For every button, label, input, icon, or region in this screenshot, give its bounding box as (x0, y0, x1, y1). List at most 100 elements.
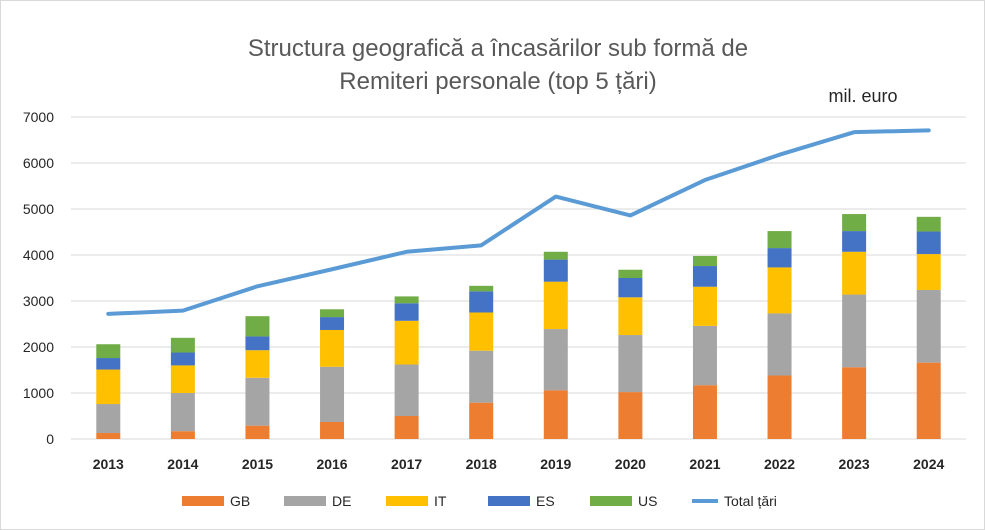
x-tick-label: 2017 (391, 456, 422, 472)
legend-label: US (638, 493, 657, 509)
bar-it-2019 (543, 281, 568, 330)
unit-label: mil. euro (828, 86, 897, 106)
x-tick-label: 2020 (615, 456, 646, 472)
bar-de-2014 (170, 393, 195, 432)
bar-es-2024 (916, 231, 941, 255)
y-tick-label: 6000 (23, 155, 54, 171)
total-series-line (106, 128, 931, 316)
legend-swatch-us (590, 496, 632, 506)
bar-it-2014 (170, 365, 195, 393)
legend-label: Total țări (724, 493, 777, 509)
y-tick-label: 1000 (23, 385, 54, 401)
legend: GB DE IT ES US Total țări (182, 493, 777, 509)
bar-us-2013 (96, 344, 121, 359)
bar-gb-2021 (692, 385, 717, 439)
bar-gb-2020 (618, 392, 643, 439)
bar-es-2020 (618, 278, 643, 298)
y-tick-label: 7000 (23, 109, 54, 125)
bar-it-2024 (916, 254, 941, 290)
legend-swatch-gb (182, 496, 224, 506)
x-tick-label: 2016 (316, 456, 347, 472)
bar-gb-2015 (245, 425, 270, 439)
bar-it-2015 (245, 350, 270, 378)
legend-label: IT (434, 493, 447, 509)
y-tick-label: 2000 (23, 339, 54, 355)
bar-gb-2019 (543, 390, 568, 439)
bar-us-2023 (842, 214, 867, 232)
legend-label: ES (536, 493, 555, 509)
total-line (106, 128, 931, 316)
bar-it-2020 (618, 297, 643, 336)
bar-gb-2013 (96, 433, 121, 439)
x-tick-label: 2019 (540, 456, 571, 472)
legend-label: GB (230, 493, 250, 509)
bar-us-2018 (469, 285, 494, 292)
bar-de-2023 (842, 294, 867, 368)
bar-it-2023 (842, 251, 867, 295)
bar-de-2024 (916, 289, 941, 363)
bar-de-2015 (245, 377, 270, 426)
legend-label: DE (332, 493, 351, 509)
bar-us-2024 (916, 216, 941, 232)
bar-es-2021 (692, 266, 717, 287)
bar-es-2014 (170, 352, 195, 366)
y-axis-ticks: 0 1000 2000 3000 4000 5000 6000 7000 (23, 109, 54, 447)
y-tick-label: 5000 (23, 201, 54, 217)
y-tick-label: 3000 (23, 293, 54, 309)
gridlines (71, 116, 966, 440)
x-tick-label: 2024 (913, 456, 944, 472)
bar-es-2019 (543, 259, 568, 282)
bar-de-2018 (469, 350, 494, 403)
bar-it-2013 (96, 369, 121, 405)
bar-us-2019 (543, 251, 568, 260)
bar-us-2015 (245, 316, 270, 337)
x-tick-label: 2021 (689, 456, 720, 472)
bar-gb-2016 (320, 421, 345, 439)
bar-gb-2022 (767, 375, 792, 439)
x-tick-label: 2023 (839, 456, 870, 472)
x-tick-label: 2013 (93, 456, 124, 472)
bar-es-2013 (96, 358, 121, 370)
bar-de-2017 (394, 364, 419, 416)
legend-swatch-de (284, 496, 326, 506)
bar-it-2022 (767, 267, 792, 314)
bar-de-2020 (618, 335, 643, 393)
legend-swatch-it (386, 496, 428, 506)
x-tick-label: 2014 (167, 456, 198, 472)
bar-gb-2024 (916, 362, 941, 439)
bar-it-2017 (394, 320, 419, 365)
bar-gb-2018 (469, 402, 494, 439)
chart-title-line-1: Structura geografică a încasărilor sub f… (248, 35, 748, 62)
bar-us-2014 (170, 337, 195, 353)
bar-us-2021 (692, 255, 717, 267)
x-axis-ticks: 2013 2014 2015 2016 2017 2018 2019 2020 2021 2022… (93, 456, 945, 472)
bar-gb-2023 (842, 367, 867, 439)
bar-de-2021 (692, 325, 717, 386)
bar-es-2016 (320, 317, 345, 330)
x-tick-label: 2015 (242, 456, 273, 472)
bar-de-2019 (543, 329, 568, 391)
y-tick-label: 4000 (23, 247, 54, 263)
bar-gb-2017 (394, 416, 419, 439)
bar-it-2016 (320, 329, 345, 367)
bar-us-2022 (767, 231, 792, 249)
bar-es-2018 (469, 291, 494, 313)
bars (96, 214, 941, 439)
bar-de-2022 (767, 313, 792, 376)
bar-us-2020 (618, 269, 643, 278)
bar-it-2021 (692, 286, 717, 326)
bar-es-2023 (842, 231, 867, 252)
bar-us-2016 (320, 309, 345, 318)
y-tick-label: 0 (46, 431, 54, 447)
bar-us-2017 (394, 296, 419, 304)
bar-de-2013 (96, 404, 121, 434)
x-tick-label: 2018 (466, 456, 497, 472)
bar-es-2022 (767, 248, 792, 268)
bar-gb-2014 (170, 431, 195, 439)
chart-title-line-2: Remiteri personale (top 5 țări) (339, 68, 656, 95)
bar-de-2016 (320, 366, 345, 422)
bar-it-2018 (469, 312, 494, 351)
x-tick-label: 2022 (764, 456, 795, 472)
